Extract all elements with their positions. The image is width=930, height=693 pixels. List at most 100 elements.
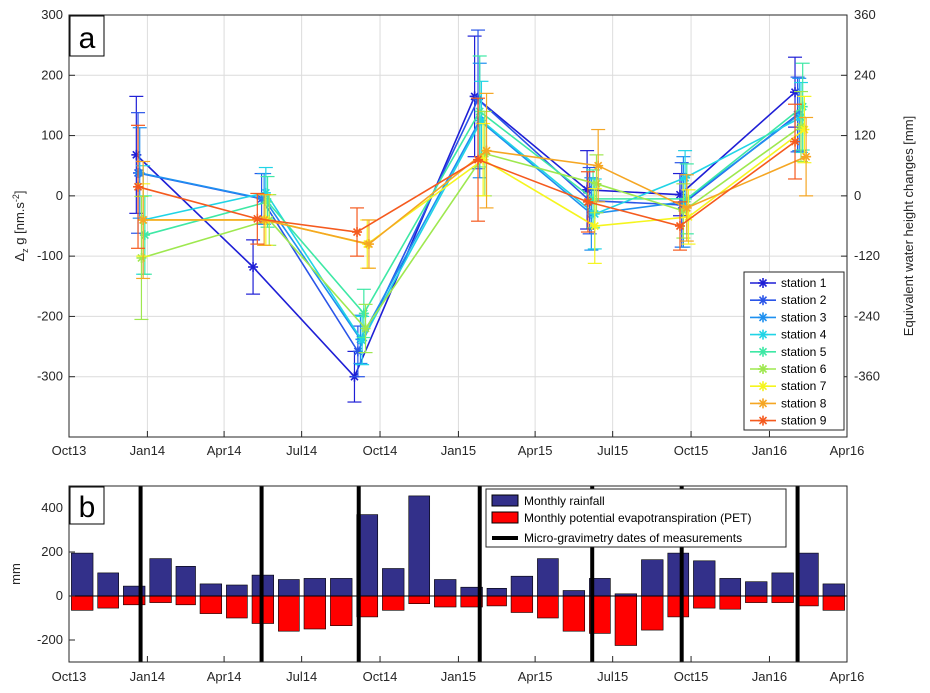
marker-d2 — [758, 278, 768, 288]
panel-a-x-ticks: Oct13 Jan14 Apr14 Jul14 Oct14 Jan15 Apr15 Jul15… — [52, 431, 865, 458]
panel-a-y-tick-label: 200 — [41, 67, 63, 82]
legend-measurement-label: Micro-gravimetry dates of measurements — [524, 531, 742, 545]
panel-a-x-tick-label: Jan16 — [752, 443, 787, 458]
marker-d2 — [790, 137, 800, 146]
rainfall-bar — [719, 578, 742, 597]
legend-label-station: station 4 — [781, 328, 827, 342]
panel-a-x-tick-label: Apr16 — [830, 443, 865, 458]
rainfall-bar — [537, 558, 559, 597]
pet-bar — [822, 595, 845, 611]
panel-a-x-tick-label: Oct14 — [363, 443, 398, 458]
pet-bar — [226, 595, 248, 619]
station-marker — [352, 227, 363, 238]
station-marker — [797, 101, 808, 112]
panel-a-y2-axis-label: Equivalent water height changes [mm] — [901, 116, 916, 336]
marker-d2 — [675, 190, 685, 199]
panel-a-x-tick-label: Oct13 — [52, 443, 87, 458]
rainfall-bar — [97, 572, 119, 597]
rainfall-bar — [822, 583, 845, 597]
panel-b-y-ticks: 400 200 0 -200 — [37, 500, 75, 647]
station-marker — [681, 202, 692, 213]
marker-d2 — [800, 125, 809, 134]
panel-a-y2-tick-label: -360 — [854, 369, 880, 384]
panel-a-y2-tick-label: 0 — [854, 188, 861, 203]
rainfall-bar — [667, 552, 690, 597]
station-marker — [758, 329, 768, 340]
legend-pet-swatch — [491, 511, 519, 524]
station-marker — [481, 145, 492, 156]
panel-b-x-tick-label: Jan15 — [441, 669, 476, 684]
panel-a-x-tick-label: Jul15 — [597, 443, 628, 458]
station-marker — [252, 213, 263, 224]
station-marker — [680, 172, 691, 183]
legend-label-station: station 5 — [781, 345, 827, 359]
station-marker — [593, 160, 604, 171]
rainfall-bar — [382, 568, 405, 597]
station-marker — [138, 214, 149, 225]
station-marker — [358, 308, 369, 319]
marker-d2 — [758, 364, 768, 374]
panel-b-x-tick-label: Jul15 — [597, 669, 628, 684]
pet-bar — [667, 595, 690, 618]
panel-b-letter-box — [69, 486, 105, 525]
station-marker — [758, 398, 768, 409]
pet-bar — [486, 595, 507, 607]
panel-b-letter: b — [79, 491, 96, 524]
rainfall-bar — [434, 579, 457, 597]
panel-a-x-tick-label: Apr15 — [518, 443, 553, 458]
panel-a-letter-box — [69, 15, 105, 57]
panel-b-x-tick-label: Jan14 — [130, 669, 165, 684]
panel-b-axes-box — [68, 485, 848, 663]
panel-b-x-tick-label: Oct14 — [363, 669, 398, 684]
station-marker — [248, 261, 259, 272]
marker-d2 — [590, 221, 599, 231]
legend-pet-label: Monthly potential evapotranspiration (PE… — [524, 511, 751, 525]
marker-d2 — [758, 330, 768, 339]
panel-a-y-tick-label: -200 — [37, 308, 63, 323]
legend-rainfall-label: Monthly rainfall — [524, 494, 605, 508]
station-marker — [352, 346, 363, 357]
panel-b-x-ticks: Oct13 Jan14 Apr14 Jul14 Oct14 Jan15 Apr15 Jul15… — [52, 656, 864, 684]
panel-a-y-tick-label: -300 — [37, 369, 63, 384]
station-marker — [133, 181, 144, 192]
rainfall-bar — [303, 578, 326, 597]
station-marker — [758, 415, 768, 426]
station-marker — [582, 196, 593, 207]
panel-a: Oct13 Jan14 Apr14 Jul14 Oct14 Jan15 Apr15 Jul15… — [11, 7, 916, 458]
pet-bar — [278, 595, 300, 632]
rainfall-bar — [797, 552, 819, 597]
pet-bar — [330, 595, 353, 627]
pet-bar — [510, 595, 534, 613]
marker-d2 — [802, 152, 811, 161]
pet-bar — [537, 595, 559, 619]
marker-d2 — [758, 416, 768, 425]
pet-bar — [303, 595, 326, 630]
panel-b-y-axis-label: mm — [8, 563, 23, 585]
marker-d2 — [139, 215, 148, 225]
marker-d2 — [681, 173, 690, 182]
marker-d2 — [758, 313, 768, 322]
station-marker — [591, 178, 602, 189]
rainfall-bar — [745, 581, 768, 597]
station-marker — [360, 323, 371, 334]
marker-d2 — [583, 197, 593, 206]
station-marker — [799, 124, 810, 135]
marker-d2 — [364, 240, 374, 249]
pet-bar — [771, 595, 794, 603]
panel-b-legend-box — [485, 488, 787, 548]
pet-bar — [719, 595, 742, 610]
marker-d2 — [361, 324, 370, 333]
rainfall-bar — [510, 575, 534, 597]
rainfall-bar — [278, 579, 300, 597]
marker-d2 — [682, 203, 691, 212]
panel-b-x-tick-label: Oct13 — [52, 669, 87, 684]
pet-bar — [71, 595, 94, 611]
panel-a-letter: a — [79, 22, 96, 55]
panel-a-axes-box — [68, 14, 848, 438]
rainfall-bar — [226, 584, 248, 597]
legend-label-station: station 1 — [781, 276, 827, 290]
panel-b-x-tick-label: Apr14 — [207, 669, 242, 684]
panel-a-y2-tick-label: -120 — [854, 248, 880, 263]
pet-bar — [199, 595, 223, 614]
